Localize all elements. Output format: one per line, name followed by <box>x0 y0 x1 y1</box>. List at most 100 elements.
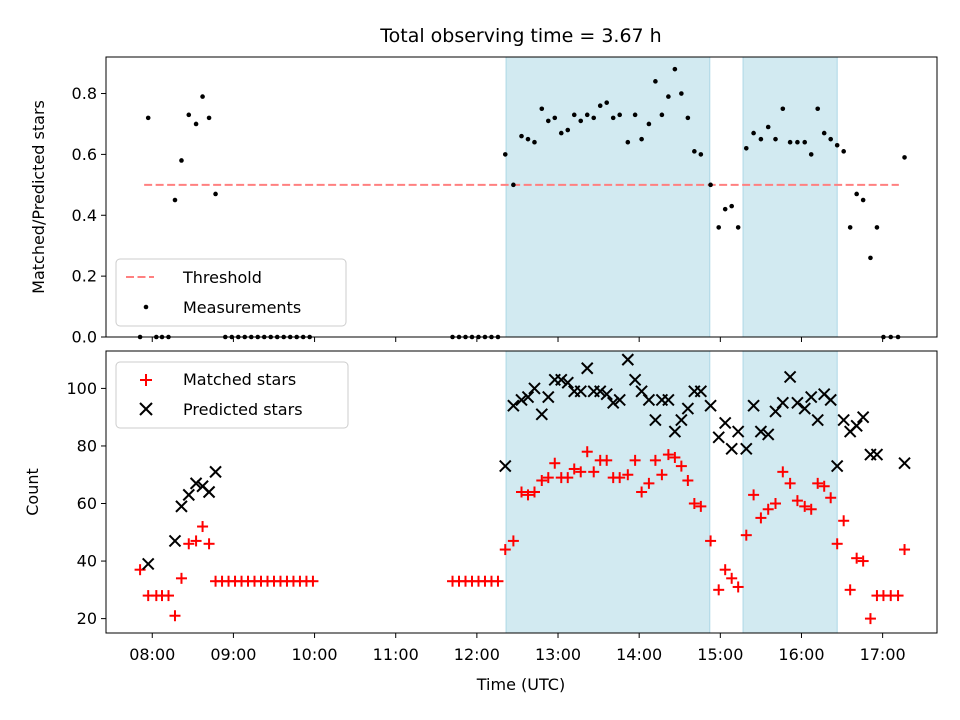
predicted-star-point <box>642 393 656 407</box>
matched-star-point <box>682 474 694 486</box>
predicted-star-point <box>621 353 635 366</box>
predicted-star-point <box>805 390 818 404</box>
matched-star-point <box>732 581 744 593</box>
measurement-point <box>213 191 218 197</box>
predicted-star-point <box>791 396 804 410</box>
predicted-star-point <box>850 419 863 433</box>
measurement-point <box>672 66 678 72</box>
measurement-point <box>780 106 786 112</box>
bottom-x-tick-label: 11:00 <box>373 645 419 664</box>
legend-predicted-label: Predicted stars <box>183 400 303 419</box>
predicted-star-point <box>712 431 725 444</box>
matched-star-point <box>601 454 613 466</box>
measurement-point <box>539 106 545 112</box>
bottom-x-tick-label: 14:00 <box>616 645 662 664</box>
measurement-point <box>179 158 184 163</box>
predicted-star-point <box>740 442 753 456</box>
top-y-axis-label: Matched/Predicted stars <box>29 100 48 294</box>
matched-star-point <box>581 446 593 458</box>
matched-star-point <box>656 469 668 481</box>
matched-star-point <box>719 564 731 576</box>
predicted-star-point <box>561 376 574 389</box>
legend-matched-swatch <box>140 374 152 386</box>
matched-star-point <box>636 486 648 498</box>
predicted-star-point <box>776 396 790 410</box>
predicted-star-point <box>856 410 870 424</box>
bottom-y-tick-label: 40 <box>77 552 97 571</box>
predicted-star-point <box>725 442 738 456</box>
predicted-star-point <box>798 402 811 415</box>
matched-star-point <box>805 503 817 515</box>
measurement-point <box>735 225 741 230</box>
top-y-tick-label: 0.6 <box>72 145 97 164</box>
matched-star-point <box>726 572 738 584</box>
matched-star-point <box>791 495 803 507</box>
measurement-point <box>743 146 749 151</box>
top-y-ticks: 0.0 0.2 0.4 0.6 0.8 <box>72 84 106 347</box>
matched-star-point <box>575 466 587 478</box>
matched-star-point <box>499 544 511 556</box>
predicted-star-point <box>783 370 797 384</box>
measurement-point <box>610 115 616 121</box>
measurement-point <box>659 112 665 118</box>
measurement-point <box>860 197 866 203</box>
measurement-point <box>802 139 808 145</box>
bottom-x-ticks: 08:00 09:00 10:00 11:00 12:00 13:00 14:00 15:00… <box>129 633 906 664</box>
matched-star-point <box>713 584 725 596</box>
measurement-point <box>841 149 846 154</box>
matched-star-point <box>740 529 752 541</box>
bottom-x-tick-label: 10:00 <box>292 645 338 664</box>
predicted-star-point <box>824 393 837 407</box>
measurement-point <box>646 121 652 127</box>
predicted-star-point <box>606 396 620 410</box>
measurement-point <box>502 152 508 157</box>
matched-star-point <box>562 472 574 484</box>
measurement-point <box>854 191 859 197</box>
measurement-point <box>145 115 151 121</box>
predicted-star-point <box>528 382 541 395</box>
predicted-star-point <box>202 485 216 499</box>
legend-measurements-swatch <box>143 304 149 310</box>
bottom-y-tick-label: 20 <box>77 609 97 628</box>
predicted-star-point <box>542 390 555 404</box>
matched-star-point <box>169 610 181 622</box>
matched-star-point <box>825 492 837 504</box>
predicted-star-point <box>662 393 675 407</box>
measurement-point <box>808 152 814 157</box>
matched-star-point <box>622 469 634 481</box>
matched-star-point <box>669 451 681 463</box>
measurement-point <box>565 127 571 133</box>
measurement-point <box>847 225 853 230</box>
top-y-tick-label: 0.4 <box>72 206 97 225</box>
measurement-point <box>552 115 558 121</box>
measurement-point <box>692 149 697 154</box>
predicted-star-point <box>628 373 642 386</box>
bottom-legend: Matched stars Predicted stars <box>115 361 349 429</box>
matched-star-point <box>695 500 707 512</box>
predicted-star-point <box>704 399 717 412</box>
matched-star-point <box>675 460 687 472</box>
matched-star-point <box>568 463 580 475</box>
measurement-point <box>902 155 907 160</box>
bottom-axes-frame <box>105 350 938 634</box>
predicted-star-point <box>731 425 745 438</box>
matched-star-point <box>307 575 319 587</box>
matched-star-point <box>784 477 796 489</box>
matched-star-point <box>536 474 548 486</box>
predicted-star-point <box>581 362 594 375</box>
measurement-point <box>639 136 644 142</box>
matched-star-point <box>748 489 760 501</box>
matched-star-point <box>528 486 540 498</box>
top-shaded-interval-1 <box>742 56 838 338</box>
matched-star-point <box>629 454 641 466</box>
bottom-y-ticks: 20 40 60 80 100 <box>66 379 106 628</box>
measurement-point <box>874 225 880 230</box>
measurement-point <box>584 112 590 118</box>
predicted-star-point <box>811 413 824 427</box>
matched-star-point <box>857 555 869 567</box>
matched-star-point <box>516 486 527 498</box>
measurement-point <box>729 203 734 209</box>
matched-star-point <box>649 454 661 466</box>
predicted-star-point <box>675 413 688 427</box>
predicted-star-point <box>594 385 607 398</box>
